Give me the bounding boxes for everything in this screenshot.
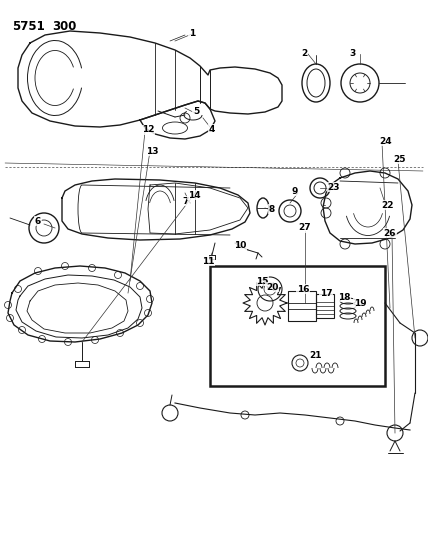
Text: 1: 1 [189,29,195,38]
Text: 13: 13 [146,147,158,156]
Text: 21: 21 [310,351,322,359]
Text: 6: 6 [35,216,41,225]
Text: 12: 12 [142,125,154,134]
Text: 23: 23 [328,182,340,191]
Text: 8: 8 [269,205,275,214]
Text: 3: 3 [350,50,356,59]
Text: 25: 25 [394,155,406,164]
Text: 10: 10 [234,240,246,249]
Text: 9: 9 [292,187,298,196]
Text: 11: 11 [202,256,214,265]
Text: 16: 16 [297,285,309,294]
Text: 27: 27 [299,223,311,232]
Text: 22: 22 [382,200,394,209]
Text: 14: 14 [188,190,200,199]
Text: 24: 24 [380,136,392,146]
Text: 7: 7 [183,197,189,206]
Text: 5751: 5751 [12,20,45,33]
Text: 15: 15 [256,277,268,286]
Text: 5: 5 [193,107,199,116]
Text: 2: 2 [301,50,307,59]
Text: 20: 20 [266,282,278,292]
Text: 4: 4 [209,125,215,133]
Text: 19: 19 [354,298,366,308]
Text: 18: 18 [338,293,350,302]
Text: 26: 26 [384,229,396,238]
Text: 300: 300 [52,20,76,33]
Text: 17: 17 [320,288,332,297]
